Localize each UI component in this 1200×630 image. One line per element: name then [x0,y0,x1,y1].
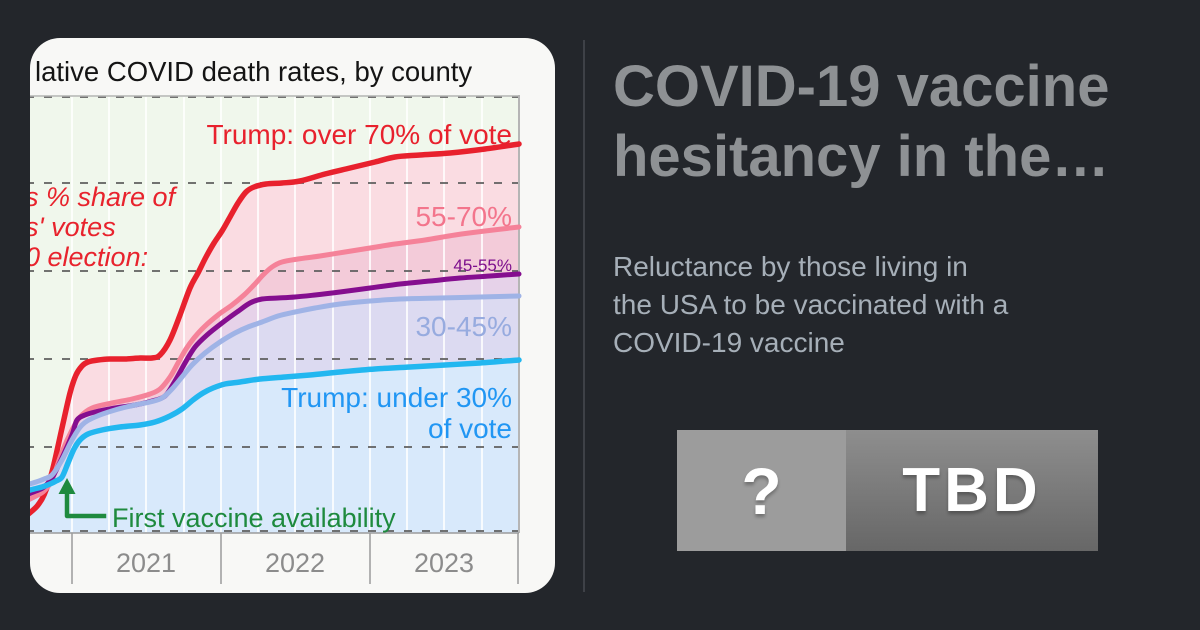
tbd-label: TBD [846,430,1098,551]
x-tick-label: 2021 [116,548,176,578]
series-line [30,357,522,493]
article-image-card: lative COVID death rates, by county 2021… [30,38,555,593]
status-badge: ? TBD [677,430,1098,551]
article-title: COVID-19 vaccine hesitancy in the… [613,52,1188,192]
vote-share-note-line2: s' votes [30,212,116,242]
article-description-line1: Reluctance by those living in [613,251,968,282]
article-description-line2: the USA to be vaccinated with a [613,289,1009,320]
first-vaccine-annotation: First vaccine availability [112,503,396,533]
x-tick-label: 2022 [265,548,325,578]
series-label-55-70: 55-70% [415,201,512,232]
vote-share-note: s % share of s' votes 0 election: [30,182,175,272]
article-title-line2: hesitancy in the… [613,124,1110,189]
chart-title: lative COVID death rates, by county [35,56,473,87]
vaccine-arrow-head [58,478,76,494]
vote-share-note-line3: 0 election: [30,242,149,272]
vertical-divider [583,40,585,592]
series-label-trump-over-70: Trump: over 70% of vote [206,119,512,150]
band-fill [30,360,519,533]
question-mark-icon: ? [677,430,846,551]
series-line [30,293,522,487]
series-label-30-45: 30-45% [415,311,512,342]
vote-share-note-line1: s % share of [30,182,176,212]
vaccine-arrow-stem [64,488,107,519]
x-tick-label: 2023 [414,548,474,578]
covid-death-rates-chart: 2021 2022 2023 [30,95,522,584]
article-description: Reluctance by those living in the USA to… [613,248,1093,362]
article-title-line1: COVID-19 vaccine [613,54,1110,119]
series-label-45-55: 45-55% [453,256,512,275]
series-label-trump-under-30: Trump: under 30% of vote [281,382,512,444]
series-line [30,141,522,517]
article-description-line3: COVID-19 vaccine [613,327,845,358]
